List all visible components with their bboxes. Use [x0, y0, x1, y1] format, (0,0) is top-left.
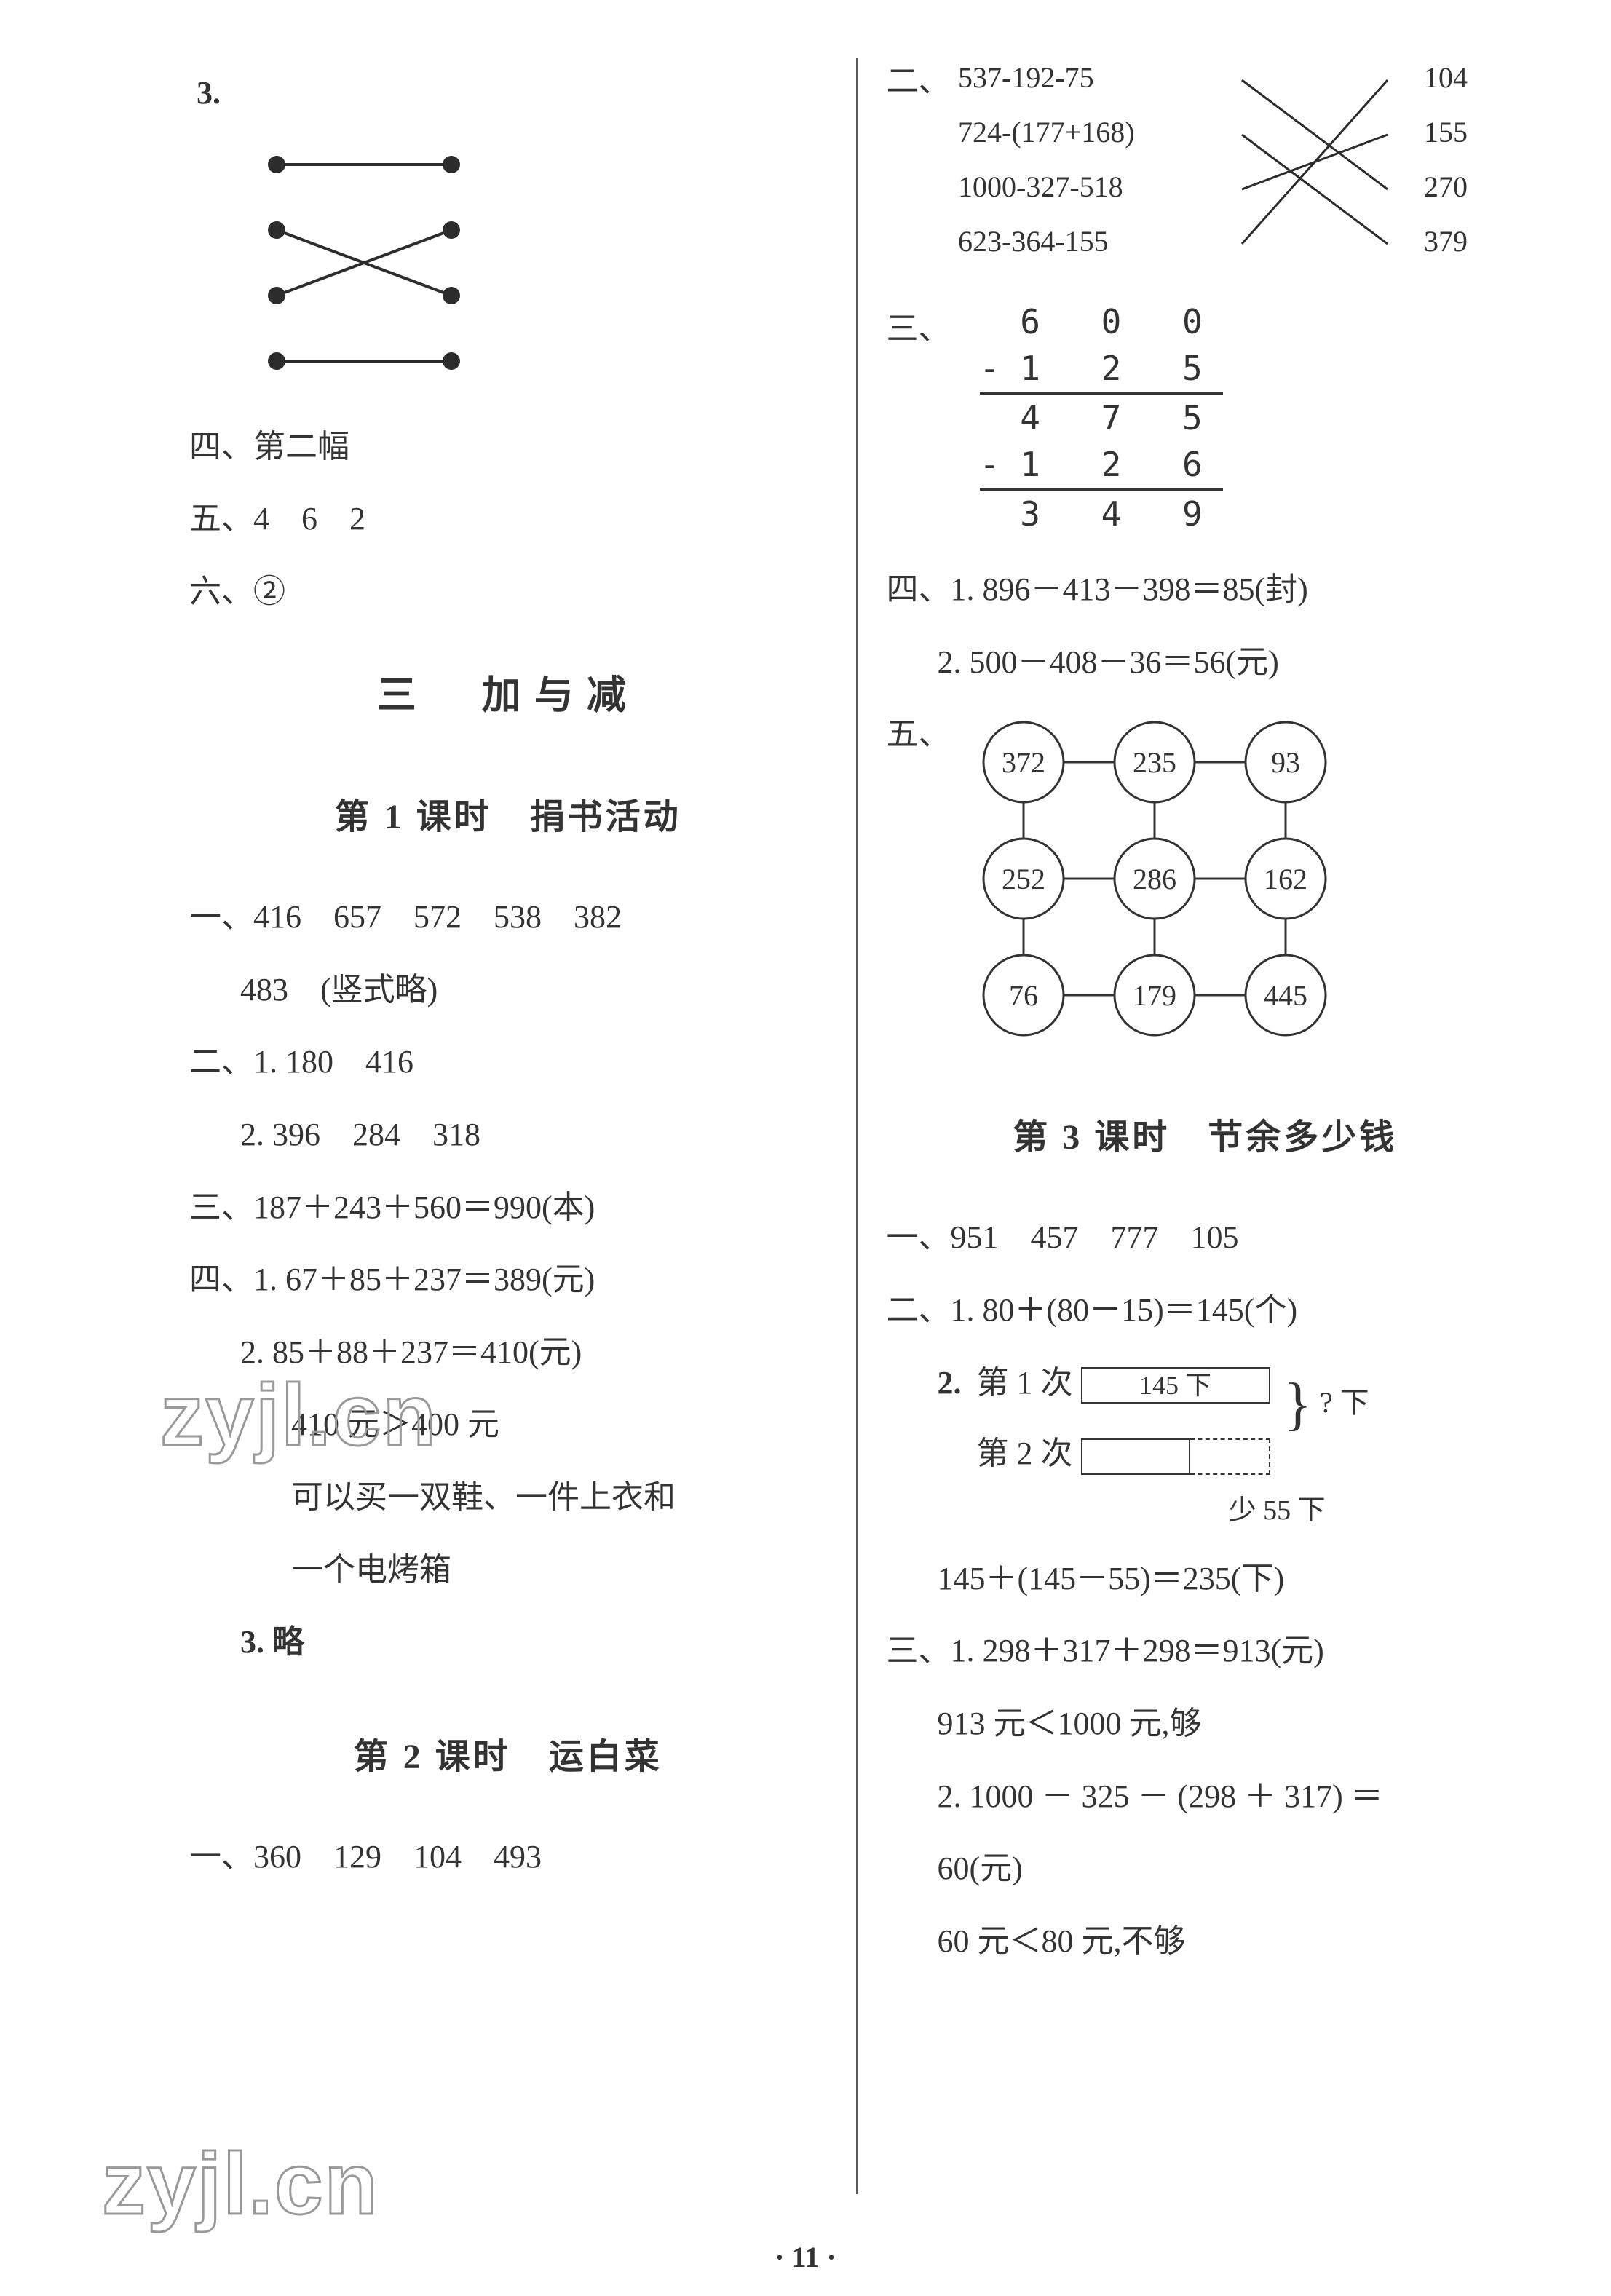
svg-text:93: 93	[1271, 746, 1300, 779]
svg-text:252: 252	[1002, 863, 1045, 895]
l1-yi-b: 483 (竖式略)	[189, 959, 827, 1021]
svg-text:104: 104	[1424, 61, 1468, 94]
l3-er-2-label: 2.	[938, 1365, 962, 1401]
svg-text:445: 445	[1264, 979, 1307, 1012]
l3-er-1: 二、1. 80＋(80－15)＝145(个)	[887, 1280, 1524, 1341]
svg-text:623-364-155: 623-364-155	[958, 225, 1109, 258]
vsub-l2: -1 2 5	[980, 345, 1223, 392]
bar-row2-box	[1081, 1438, 1190, 1475]
l2-yi: 一、360 129 104 493	[189, 1826, 827, 1888]
l1-si-2: 2. 85＋88＋237＝410(元)	[189, 1322, 827, 1383]
vsub-l5: 3 4 9	[980, 488, 1223, 537]
svg-text:286: 286	[1133, 863, 1176, 895]
q3-label: 3.	[189, 63, 827, 124]
l1-er-2: 2. 396 284 318	[189, 1104, 827, 1165]
r-san-label: 三、	[887, 298, 951, 360]
r-wu-label: 五、	[887, 704, 951, 765]
matching-diagram-1	[233, 135, 495, 405]
l1-si-1: 四、1. 67＋85＋237＝389(元)	[189, 1249, 827, 1310]
bar-row1: 第 1 次 145 下 } ? 下	[977, 1353, 1369, 1414]
lesson2-title: 第 2 课时 运白菜	[189, 1724, 827, 1790]
svg-text:162: 162	[1264, 863, 1307, 895]
r-si-2: 2. 500－408－36＝56(元)	[887, 632, 1524, 693]
vsub-l3: 4 7 5	[980, 392, 1223, 441]
svg-text:724-(177+168): 724-(177+168)	[958, 116, 1135, 149]
watermark: zyjl.cn	[102, 2101, 379, 2267]
vertical-subtraction: 6 0 0 -1 2 5 4 7 5 -1 2 6 3 4 9	[980, 298, 1223, 537]
bar-less: 少 55 下	[977, 1484, 1369, 1537]
r-er-block: 二、 537-192-75 724-(177+168) 1000-327-518 62…	[887, 51, 1524, 284]
circle-grid: 372 235 93 252 286 162 76 179 445	[951, 704, 1358, 1053]
page: 3. 四、第二幅 五、4 6 2 六、② 三 加与减 第 1 课时 捐书活动 一…	[0, 0, 1611, 2296]
lesson3-title: 第 3 课时 节余多少钱	[887, 1104, 1524, 1171]
l1-si-3: 3. 略	[189, 1612, 827, 1673]
bar-row2-label: 第 2 次	[977, 1436, 1073, 1471]
svg-text:235: 235	[1133, 746, 1176, 779]
vsub-l1: 6 0 0	[980, 298, 1223, 345]
l1-si-2b: 410 元＞400 元	[189, 1394, 827, 1455]
left-column: 3. 四、第二幅 五、4 6 2 六、② 三 加与减 第 1 课时 捐书活动 一…	[189, 51, 827, 2252]
lesson1-title: 第 1 课时 捐书活动	[189, 784, 827, 850]
l3-yi: 一、951 457 777 105	[887, 1207, 1524, 1268]
bar-row2-dash	[1190, 1438, 1270, 1475]
ans-wu: 五、4 6 2	[189, 488, 827, 550]
svg-text:155: 155	[1424, 116, 1468, 149]
svg-text:179: 179	[1133, 979, 1176, 1012]
l3-san-2c: 60 元＜80 元,不够	[887, 1911, 1524, 1972]
l1-si-2c: 可以买一双鞋、一件上衣和	[189, 1467, 827, 1528]
l3-san-2: 2. 1000 － 325 － (298 ＋ 317) ＝	[887, 1766, 1524, 1827]
matching-diagram-2: 537-192-75 724-(177+168) 1000-327-518 623-3…	[951, 51, 1504, 284]
svg-text:379: 379	[1424, 225, 1468, 258]
l1-er-1: 二、1. 180 416	[189, 1032, 827, 1093]
ans-si: 四、第二幅	[189, 416, 827, 478]
svg-text:270: 270	[1424, 170, 1468, 203]
column-divider	[856, 58, 858, 2194]
svg-text:537-192-75: 537-192-75	[958, 61, 1094, 94]
bar-row1-box: 145 下	[1081, 1367, 1270, 1404]
l3-san-1: 三、1. 298＋317＋298＝913(元)	[887, 1620, 1524, 1682]
r-san-block: 三、 6 0 0 -1 2 5 4 7 5 -1 2 6 3 4 9	[887, 298, 1524, 537]
svg-text:76: 76	[1009, 979, 1038, 1012]
ans-liu: 六、②	[189, 561, 827, 622]
svg-text:372: 372	[1002, 746, 1045, 779]
l1-si-2d: 一个电烤箱	[189, 1540, 827, 1601]
brace-icon: }	[1284, 1387, 1312, 1422]
svg-text:1000-327-518: 1000-327-518	[958, 170, 1123, 203]
l3-er-2: 2. 第 1 次 145 下 } ? 下 第 2 次 少 55 下	[887, 1353, 1524, 1537]
l3-er-2-res: 145＋(145－55)＝235(下)	[887, 1548, 1524, 1610]
l1-yi-a: 一、416 657 572 538 382	[189, 887, 827, 948]
vsub-l4: -1 2 6	[980, 441, 1223, 488]
l1-san: 三、187＋243＋560＝990(本)	[189, 1177, 827, 1238]
bar-row1-label: 第 1 次	[977, 1365, 1073, 1401]
bar-q-label: ? 下	[1320, 1386, 1369, 1419]
page-number: · 11 ·	[775, 2240, 836, 2274]
r-wu-block: 五、 372 235 93 252 286 162 76 179 445	[887, 704, 1524, 1053]
right-column: 二、 537-192-75 724-(177+168) 1000-327-518 62…	[887, 51, 1524, 2252]
r-si-1: 四、1. 896－413－398＝85(封)	[887, 559, 1524, 620]
section-title: 三 加与减	[189, 658, 827, 733]
l3-san-2b: 60(元)	[887, 1838, 1524, 1899]
r-er-label: 二、	[887, 51, 951, 112]
l3-san-1b: 913 元＜1000 元,够	[887, 1693, 1524, 1754]
